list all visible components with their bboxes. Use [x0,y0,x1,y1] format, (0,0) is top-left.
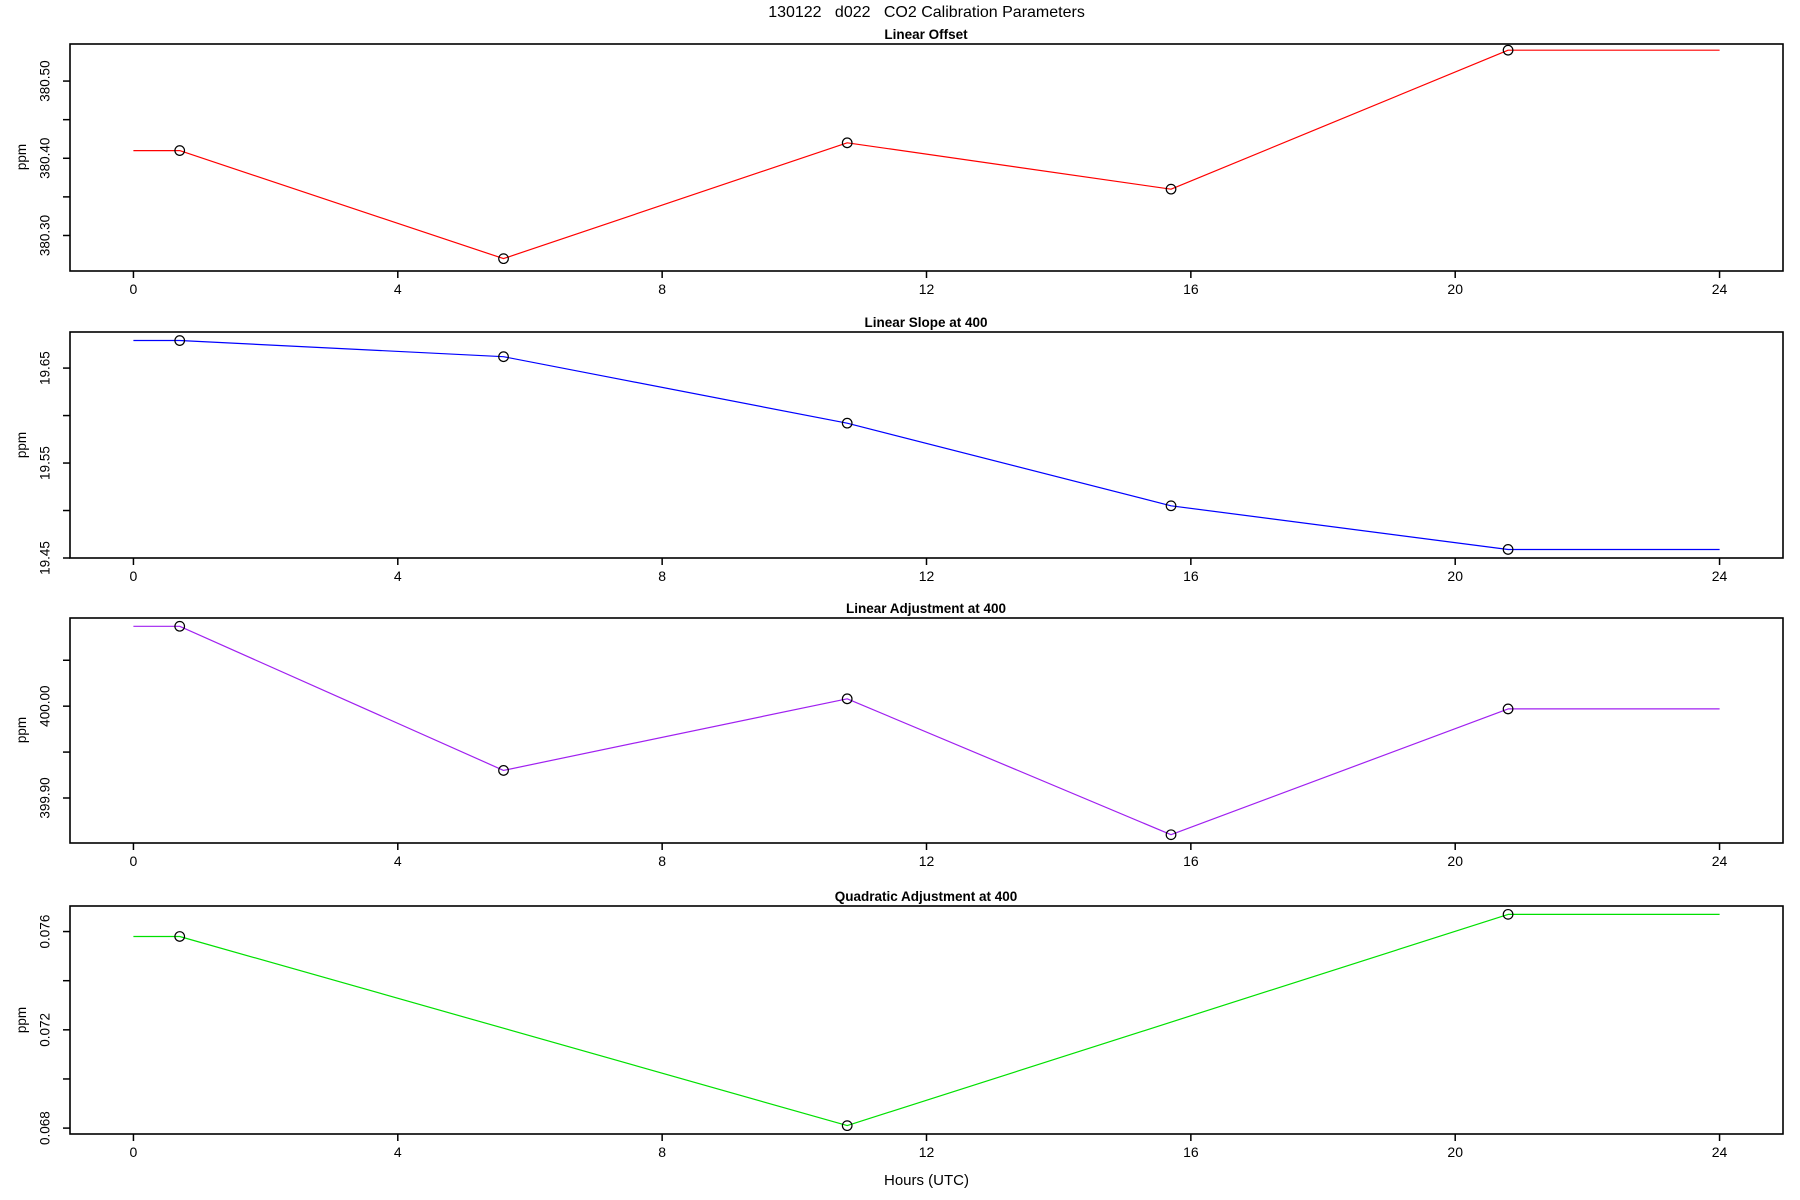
x-tick-label: 16 [1183,281,1199,297]
data-series-line [133,49,1720,260]
x-tick-label: 4 [394,1144,402,1160]
data-point-marker [841,137,853,149]
y-tick-label: 380.40 [38,138,53,179]
x-tick-label: 0 [130,853,138,869]
panel-title-linear-offset: Linear Offset [884,27,968,42]
main-title: 130122 d022 CO2 Calibration Parameters [768,4,1085,21]
y-tick-label: 380.50 [38,60,53,101]
y-axis-label-ppm-0: ppm [14,144,29,170]
y-axis-label-ppm-1: ppm [14,432,29,458]
data-point-marker [498,253,509,265]
y-tick-label: 380.30 [38,215,53,256]
x-tick-label: 20 [1447,281,1463,297]
y-tick-label: 399.90 [38,777,53,818]
x-tick-label: 20 [1447,1144,1463,1160]
data-point-marker [174,335,186,346]
x-tick-label: 4 [394,853,402,869]
data-point-marker [1502,44,1514,56]
plot-layer-quadratic-adjustment: 0.068 0.072 0.076 0 4 8 12 16 20 24 [38,905,1784,1160]
data-point-marker [1165,183,1177,195]
data-point-marker [174,145,186,156]
y-tick-label: 0.068 [38,1111,53,1145]
panel-title-quadratic-adjustment: Quadratic Adjustment at 400 [835,889,1018,904]
y-tick-label: 0.072 [38,1013,53,1047]
y-axis-label-ppm-2: ppm [14,717,29,743]
x-tick-label: 16 [1183,853,1199,869]
data-point-marker [1502,908,1514,920]
y-tick-label: 400.00 [38,686,53,727]
plot-layer-linear-adjustment: 399.90 400.00 0 4 8 12 16 20 24 [38,617,1784,869]
y-tick-label: 0.076 [38,915,53,949]
x-tick-label: 8 [658,853,666,869]
x-tick-label: 16 [1183,568,1199,584]
x-tick-label: 8 [658,281,666,297]
x-tick-label: 12 [919,853,935,869]
x-tick-label: 0 [130,1144,138,1160]
data-point-marker [1502,703,1514,715]
x-tick-label: 24 [1712,568,1728,584]
x-tick-label: 0 [130,281,138,297]
panel-title-linear-adjustment: Linear Adjustment at 400 [846,601,1006,616]
data-point-marker [1165,500,1177,512]
data-point-marker [841,693,853,705]
x-tick-label: 24 [1712,853,1728,869]
data-point-marker [174,931,186,942]
y-tick-label: 19.55 [38,446,53,480]
x-tick-label: 24 [1712,1144,1728,1160]
data-point-marker [498,351,509,363]
data-point-marker [1165,829,1177,841]
data-point-marker [841,417,853,429]
x-tick-label: 20 [1447,568,1463,584]
plot-layer-linear-slope: 19.45 19.55 19.65 0 4 8 12 16 20 24 [38,331,1784,584]
x-tick-label: 4 [394,568,402,584]
x-tick-label: 24 [1712,281,1728,297]
plot-layer-linear-offset: 380.30 380.40 380.50 0 4 8 12 16 20 24 [38,43,1784,297]
x-tick-label: 4 [394,281,402,297]
x-tick-label: 0 [130,568,138,584]
data-series-line [133,913,1720,1127]
data-point-marker [174,620,186,632]
data-point-marker [498,765,509,776]
y-axis-label-ppm-3: ppm [14,1007,29,1033]
data-series-line [133,625,1720,836]
x-tick-label: 20 [1447,853,1463,869]
x-axis-title: Hours (UTC) [884,1172,969,1189]
x-tick-label: 12 [919,281,935,297]
y-tick-label: 19.65 [38,351,53,385]
data-series-line [133,339,1720,551]
y-tick-label: 19.45 [38,541,53,575]
x-tick-label: 12 [919,568,935,584]
data-point-marker [841,1120,853,1132]
x-tick-label: 8 [658,568,666,584]
x-tick-label: 12 [919,1144,935,1160]
panel-title-linear-slope: Linear Slope at 400 [864,315,987,330]
x-tick-label: 8 [658,1144,666,1160]
data-point-marker [1502,544,1514,555]
x-tick-label: 16 [1183,1144,1199,1160]
